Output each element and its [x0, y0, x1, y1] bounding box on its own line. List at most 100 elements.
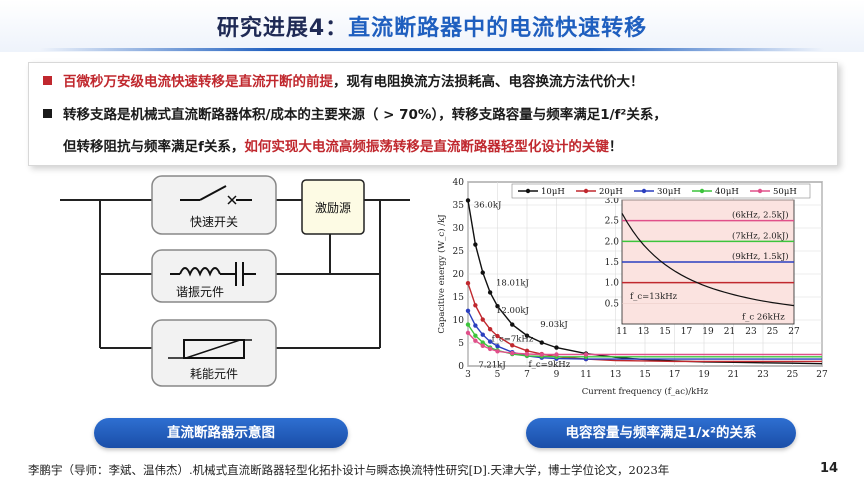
legend-marker [757, 188, 763, 194]
excitation-source: 激励源 [301, 179, 365, 235]
bullet-2-line-2: 但转移阻抗与频率满足f关系，如何实现大电流高频振荡转移是直流断路器轻型化设计的关… [63, 135, 622, 155]
data-point [554, 345, 559, 350]
chart-caption: 电容容量与频率满足1/x²的关系 [526, 418, 796, 448]
inset-annotation: (6kHz, 2.5kJ) [732, 210, 789, 221]
data-point [465, 308, 471, 313]
inductor-icon [179, 267, 221, 277]
inset-y-tick: 1.0 [605, 279, 620, 289]
y-tick-label: 15 [453, 293, 465, 303]
data-point [495, 344, 500, 349]
legend-label: 40μH [715, 187, 739, 197]
data-point [510, 322, 515, 327]
inset-x-tick: 21 [724, 327, 735, 337]
inset-x-tick: 23 [745, 327, 757, 337]
series-line [467, 200, 823, 365]
bullet-marker-1 [43, 76, 52, 85]
inset-y-tick: 1.5 [605, 258, 620, 268]
resonant-label: 谐振元件 [176, 285, 224, 299]
bullet-1: 百微秒万安级电流快速转移是直流开断的前提，现有电阻换流方法损耗高、电容换流方法代… [63, 70, 644, 90]
y-axis-title: Capacitive energy (W_c) /kJ [436, 214, 447, 334]
x-tick-label: 17 [669, 370, 681, 380]
data-point [524, 348, 530, 354]
switch-icon [199, 185, 227, 201]
inset-y-tick: 2.5 [605, 217, 620, 227]
y-tick-label: 0 [458, 362, 464, 372]
energy-label: 耗能元件 [190, 367, 238, 381]
series-layer [465, 198, 823, 365]
fast-switch: 快速开关 [151, 175, 277, 235]
bullet-2-line-1: 转移支路是机械式直流断路器体积/成本的主要来源（ > 70%），转移支路容量与频… [63, 107, 667, 123]
energy-frequency-chart: 0.5 1.0 1.5 2.0 2.5 3.0 11 13 15 17 19 21 23 25 27 (6kH… [436, 178, 828, 397]
data-point [495, 333, 500, 339]
data-point [554, 352, 559, 357]
legend-label: 30μH [657, 187, 681, 197]
data-point [524, 333, 530, 338]
data-point [480, 340, 485, 345]
data-point [539, 352, 544, 357]
data-point [473, 303, 478, 308]
x-tick-label: 19 [698, 370, 710, 380]
x-tick-label: 3 [465, 370, 471, 380]
y-tick-label: 25 [453, 247, 465, 257]
bullet-1-text: ，现有电阻换流方法损耗高、电容换流方法代价大！ [333, 74, 644, 90]
y-tick-label: 10 [453, 316, 465, 326]
data-point [480, 270, 485, 275]
inset-x-tick: 11 [616, 327, 627, 337]
inset-y-tick: 3.0 [605, 196, 620, 206]
page-number: 14 [820, 461, 839, 476]
inset-x-tick: 15 [659, 327, 671, 337]
x-tick-label: 23 [757, 370, 769, 380]
inset-plot: 0.5 1.0 1.5 2.0 2.5 3.0 11 13 15 17 19 21 23 25 27 (6kH… [605, 196, 800, 337]
y-tick-label: 40 [453, 178, 465, 188]
legend-label: 50μH [773, 187, 797, 197]
bullet-1-highlight: 百微秒万安级电流快速转移是直流开断的前提 [63, 74, 333, 90]
inset-x-tick: 27 [788, 327, 800, 337]
chart-annotations: 36.0kJ 18.01kJ 12.00kJ 9.03kJ f_c=9kHz f_c=7k… [474, 200, 571, 370]
varistor-icon [183, 339, 245, 359]
y-tick-label: 5 [458, 339, 464, 349]
data-point [465, 322, 471, 327]
data-point [480, 332, 485, 337]
x-tick-label: 25 [787, 370, 799, 380]
bullet-box: 百微秒万安级电流快速转移是直流开断的前提，现有电阻换流方法损耗高、电容换流方法代… [28, 62, 838, 166]
data-point [510, 343, 515, 348]
data-point [487, 346, 493, 352]
annotation-label: 36.0kJ [474, 200, 502, 210]
x-tick-label: 15 [639, 370, 651, 380]
data-point [480, 317, 485, 322]
data-point [465, 281, 471, 286]
annotation-label: f_c=7kHz [492, 335, 534, 345]
diagram-caption: 直流断路器示意图 [94, 418, 348, 448]
bullet-2-end: ！ [608, 139, 623, 155]
x-axis-title: Current frequency (f_ac)/kHz [582, 386, 709, 397]
legend-box [511, 183, 811, 199]
inset-x-tick: 13 [638, 327, 650, 337]
annotation-label: 18.01kJ [496, 279, 529, 289]
annotation-label: f_c=9kHz [528, 360, 570, 370]
x-tick-label: 21 [728, 370, 739, 380]
data-point [473, 323, 478, 328]
excitation-label: 激励源 [315, 201, 351, 215]
data-point [539, 340, 544, 345]
data-point [487, 290, 493, 295]
inset-y-tick: 2.0 [605, 237, 620, 247]
inset-annotation: f_c 26kHz [742, 312, 785, 322]
inset-decay-line [621, 213, 795, 307]
chart-legend: 10μH 20μH 30μH 40μH 50μH [511, 183, 811, 199]
resonant-element: 谐振元件 [151, 249, 277, 303]
x-tick-label: 27 [816, 370, 828, 380]
inset-x-tick: 17 [681, 327, 693, 337]
inset-annotation: f_c=13kHz [630, 292, 678, 302]
data-point [510, 350, 515, 356]
title-underline [40, 48, 824, 51]
inset-x-tick: 19 [702, 327, 714, 337]
switch-label: 快速开关 [190, 215, 238, 229]
y-tick-label: 30 [453, 224, 465, 234]
inset-annotation: (9kHz, 1.5kJ) [732, 251, 789, 262]
x-tick-label: 7 [524, 370, 530, 380]
inset-y-tick: 0.5 [605, 299, 620, 309]
data-point [487, 327, 493, 332]
data-point [495, 349, 500, 354]
inset-annotation: (7kHz, 2.0kJ) [732, 230, 789, 241]
data-point [465, 330, 471, 336]
